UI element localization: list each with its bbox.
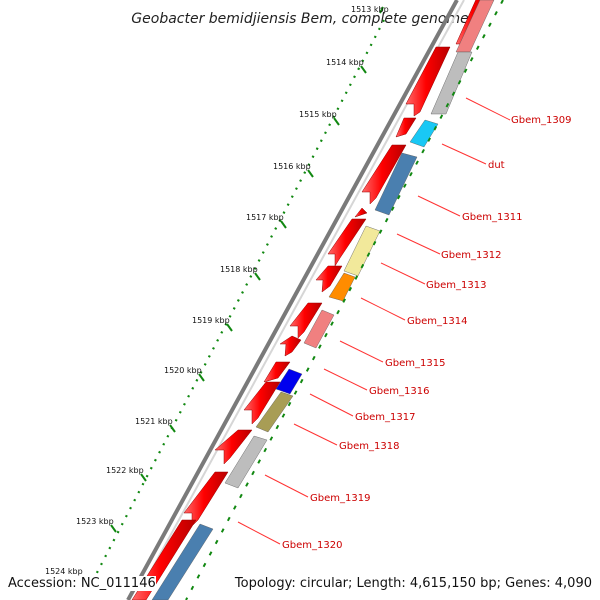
kbp-tick xyxy=(254,272,261,281)
topology-text: Topology: circular; Length: 4,615,150 bp… xyxy=(234,576,592,591)
kbp-tick xyxy=(360,65,367,74)
kbp-label: 1518 kbp xyxy=(220,265,258,274)
forward-gene-arrow[interactable] xyxy=(395,117,417,138)
kbp-scale-line xyxy=(87,19,385,591)
forward-gene-arrow[interactable] xyxy=(361,144,407,205)
gene-label[interactable]: Gbem_1315 xyxy=(385,358,445,369)
forward-gene-arrow[interactable] xyxy=(289,302,323,339)
reverse-gene-steelblue[interactable] xyxy=(151,523,214,600)
inner-tick-line xyxy=(185,0,504,600)
gene-label-leader xyxy=(237,521,281,545)
kbp-label: 1514 kbp xyxy=(326,58,364,67)
forward-gene-arrow[interactable] xyxy=(214,429,253,465)
reverse-gene-pink[interactable] xyxy=(303,309,335,349)
gene-label[interactable]: Gbem_1313 xyxy=(426,280,486,291)
kbp-label: 1520 kbp xyxy=(164,366,202,375)
kbp-tick xyxy=(280,220,287,229)
kbp-tick xyxy=(226,323,233,332)
gene-label[interactable]: dut xyxy=(488,160,505,171)
gene-label-leader xyxy=(396,233,441,255)
kbp-label: 1516 kbp xyxy=(273,162,311,171)
forward-gene-arrow[interactable] xyxy=(354,207,368,218)
gene-label-leader xyxy=(264,474,309,498)
gene-label[interactable]: Gbem_1314 xyxy=(407,316,467,327)
gene-label[interactable]: Gbem_1319 xyxy=(310,493,370,504)
reverse-gene-cyan[interactable] xyxy=(409,119,439,148)
genome-title: Geobacter bemidjiensis Bem, complete gen… xyxy=(131,11,468,27)
reverse-gene-gray[interactable] xyxy=(430,51,473,115)
gene-label[interactable]: Gbem_1318 xyxy=(339,441,399,452)
gene-label[interactable]: Gbem_1311 xyxy=(462,212,522,223)
kbp-label: 1523 kbp xyxy=(76,517,114,526)
gene-label-leader xyxy=(309,393,354,417)
kbp-tick xyxy=(333,117,340,126)
gene-label-leader xyxy=(441,143,487,165)
gene-label-leader xyxy=(380,262,426,285)
kbp-tick xyxy=(169,424,176,433)
gene-label-leader xyxy=(323,368,368,391)
kbp-tick xyxy=(307,169,314,178)
reverse-gene-steelblue[interactable] xyxy=(374,152,418,216)
kbp-tick xyxy=(198,373,205,382)
kbp-label: 1522 kbp xyxy=(106,466,144,475)
gene-label[interactable]: Gbem_1320 xyxy=(282,540,342,551)
gene-label-leader xyxy=(417,195,461,217)
reverse-gene-olive[interactable] xyxy=(255,391,294,433)
gene-label[interactable]: Gbem_1316 xyxy=(369,386,429,397)
genome-backbone xyxy=(126,0,459,600)
gene-label-leader xyxy=(360,297,406,321)
gene-label-leader xyxy=(293,423,338,446)
forward-gene-arrow[interactable] xyxy=(263,361,291,383)
reverse-gene-gray[interactable] xyxy=(224,435,268,489)
kbp-label: 1517 kbp xyxy=(246,213,284,222)
gene-label[interactable]: Gbem_1312 xyxy=(441,250,501,261)
kbp-label: 1524 kbp xyxy=(45,567,83,576)
forward-gene-arrow[interactable] xyxy=(405,46,451,117)
kbp-label: 1521 kbp xyxy=(135,417,173,426)
gene-label[interactable]: Gbem_1317 xyxy=(355,412,415,423)
kbp-label: 1513 kbp xyxy=(351,5,389,14)
kbp-tick xyxy=(379,6,384,14)
forward-gene-arrow[interactable] xyxy=(279,335,302,357)
kbp-label: 1519 kbp xyxy=(192,316,230,325)
gene-label-leader xyxy=(465,97,511,121)
gene-label[interactable]: Gbem_1309 xyxy=(511,115,571,126)
kbp-label: 1515 kbp xyxy=(299,110,337,119)
kbp-tick xyxy=(140,473,147,482)
forward-gene-arrow[interactable] xyxy=(315,265,343,293)
reverse-gene-blue[interactable] xyxy=(275,368,303,395)
kbp-tick xyxy=(110,524,117,533)
accession-text: Accession: NC_011146 xyxy=(8,576,156,591)
reverse-gene-khaki[interactable] xyxy=(343,225,381,277)
gene-label-leader xyxy=(339,340,384,363)
forward-gene-arrow[interactable] xyxy=(243,381,281,425)
